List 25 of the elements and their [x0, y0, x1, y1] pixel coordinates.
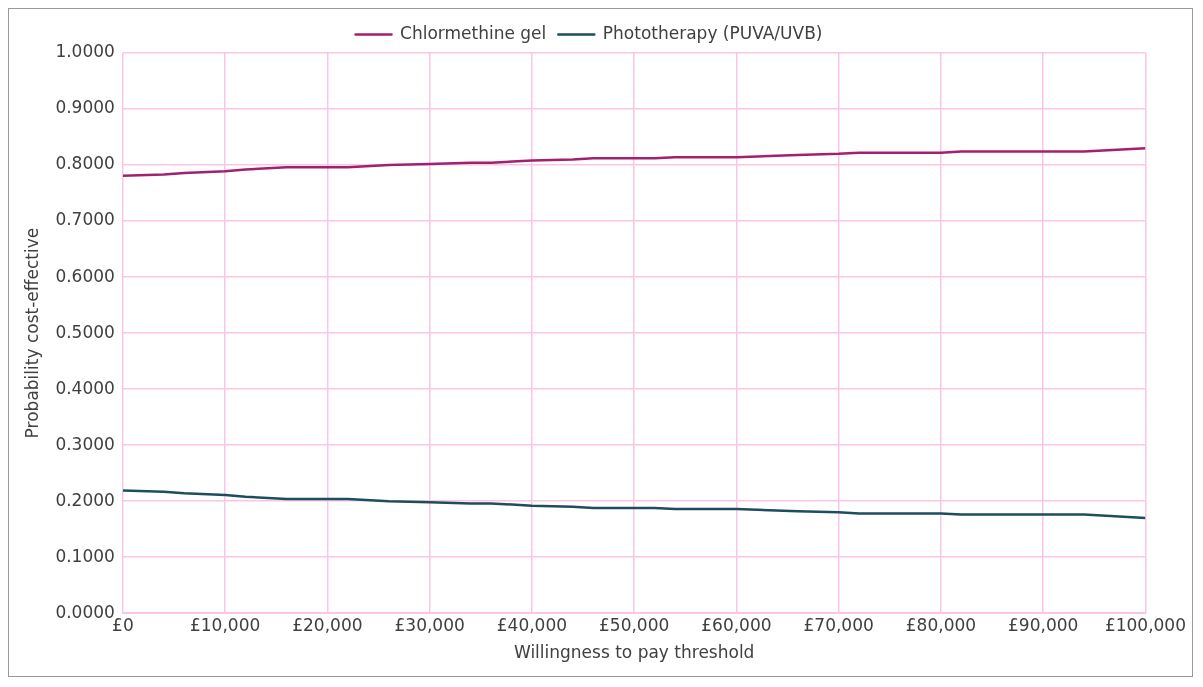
x-tick-label: £40,000: [496, 614, 568, 635]
y-tick-label: 0.9000: [55, 97, 115, 118]
legend-label: Chlormethine gel: [400, 22, 547, 43]
x-tick-label: £100,000: [1104, 614, 1186, 635]
x-tick-label: £50,000: [599, 614, 670, 635]
x-tick-label: £70,000: [803, 614, 874, 635]
legend-label: Phototherapy (PUVA/UVB): [602, 22, 823, 43]
x-tick-label: £20,000: [292, 614, 363, 635]
y-tick-label: 0.1000: [55, 545, 115, 566]
y-tick-label: 0.0000: [55, 601, 115, 622]
y-tick-label: 0.8000: [55, 153, 115, 174]
x-axis-title: Willingness to pay threshold: [513, 642, 755, 663]
y-tick-label: 0.5000: [55, 321, 115, 342]
x-tick-label: £60,000: [701, 614, 772, 635]
x-tick-label: £80,000: [905, 614, 977, 635]
x-tick-label: £90,000: [1008, 614, 1079, 635]
y-tick-label: 0.7000: [55, 209, 115, 230]
x-tick-label: £10,000: [189, 614, 261, 635]
y-tick-label: 1.0000: [55, 41, 115, 62]
x-tick-label: £30,000: [394, 614, 465, 635]
y-tick-label: 0.6000: [55, 265, 115, 286]
y-tick-label: 0.4000: [55, 377, 115, 398]
y-tick-label: 0.2000: [55, 489, 115, 510]
y-tick-label: 0.3000: [55, 433, 115, 454]
y-axis-title: Probability cost-effective: [21, 227, 42, 439]
